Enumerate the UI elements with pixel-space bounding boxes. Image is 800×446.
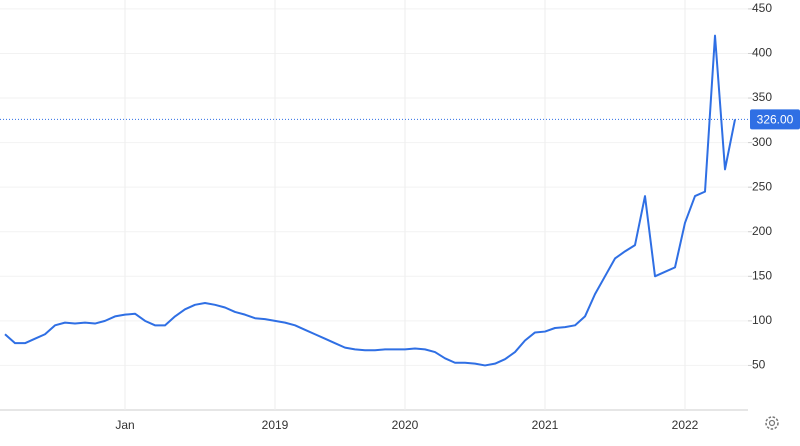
settings-icon[interactable] [765, 416, 779, 430]
y-tick-label: 350 [752, 90, 772, 104]
gear-hub [768, 419, 776, 427]
y-tick-label: 400 [752, 46, 772, 60]
x-tick-label: Jan [115, 418, 134, 432]
x-tick-label: 2021 [532, 418, 559, 432]
price-line [4, 34, 736, 367]
y-tick-label: 100 [752, 313, 772, 327]
y-tick-label: 450 [752, 1, 772, 15]
x-tick-label: 2022 [672, 418, 699, 432]
last-value-tag [750, 109, 800, 130]
y-tick-label: 50 [752, 358, 766, 372]
y-tick-label: 250 [752, 179, 772, 193]
y-tick-label: 150 [752, 268, 772, 282]
last-value-label: 326.00 [757, 113, 794, 127]
y-tick-label: 200 [752, 224, 772, 238]
x-tick-label: 2019 [262, 418, 289, 432]
y-tick-label: 300 [752, 135, 772, 149]
x-tick-label: 2020 [392, 418, 419, 432]
gear-teeth [765, 416, 779, 430]
